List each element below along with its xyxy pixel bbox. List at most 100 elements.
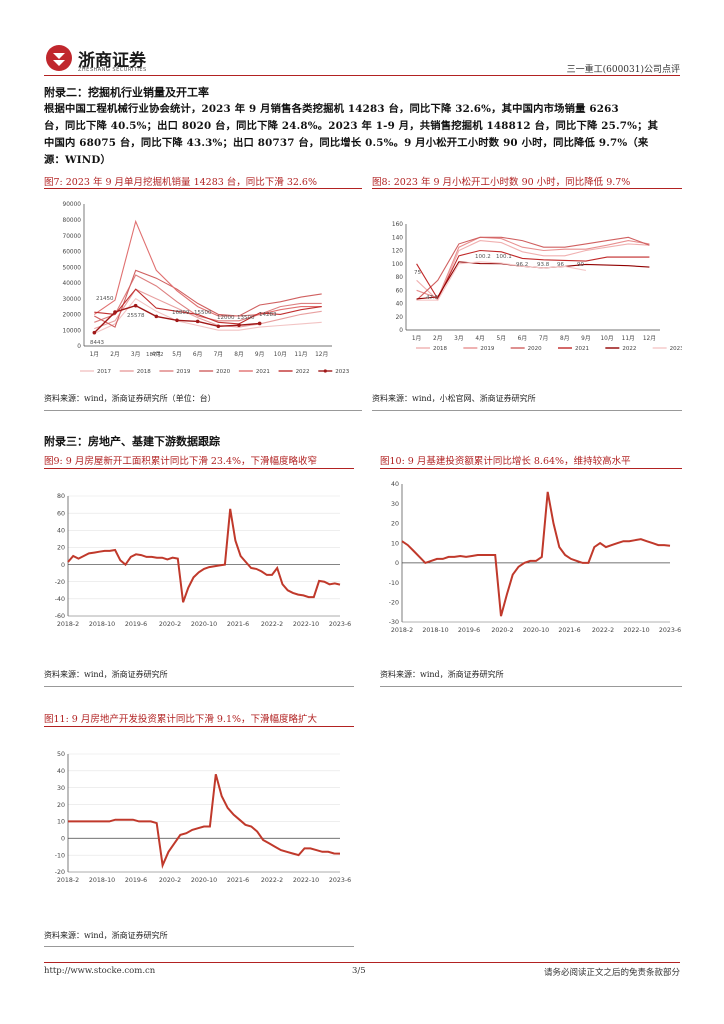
para-line-3: 中国内 68075 台，同比下降 43.3%；出口 80737 台，同比增长 0…	[44, 137, 649, 149]
x-tick-label: 2022-10	[293, 621, 319, 628]
y-tick-label: -10	[55, 852, 65, 859]
fig10-title-rule	[380, 468, 682, 469]
company-ref: 三一重工(600031)公司点评	[566, 65, 680, 75]
y-tick-label: 0	[61, 835, 65, 842]
y-tick-label: 80	[57, 493, 65, 500]
x-tick-label: 8月	[560, 335, 570, 342]
para-line-1: 根据中国工程机械行业协会统计，2023 年 9 月销售各类挖掘机 14283 台…	[44, 103, 619, 115]
legend-label-2021: 2021	[575, 346, 589, 352]
x-tick-label: 10月	[600, 335, 613, 342]
fig9-chart: -60 -40 -20 0 20 40 60 80 2018-2 2018-10 2019-6 202…	[55, 493, 351, 628]
x-tick-label: 8月	[234, 351, 244, 358]
x-tick-label: 2020-10	[191, 877, 217, 884]
x-tick-label: 2018-2	[391, 627, 413, 634]
data-point-2023	[113, 310, 117, 314]
series-line-房地产开发投资累计同比	[68, 773, 341, 869]
y-tick-label: 20	[57, 545, 65, 552]
x-tick-label: 2月	[433, 335, 443, 342]
x-tick-label: 2019-6	[125, 621, 147, 628]
y-tick-label: 160	[392, 222, 403, 228]
y-tick-label: 30	[57, 785, 65, 792]
data-label: 13500	[237, 315, 255, 321]
data-label: 8443	[90, 340, 104, 346]
x-tick-label: 3月	[131, 351, 141, 358]
y-tick-label: 0	[61, 562, 65, 569]
data-label: 100.2	[475, 254, 491, 260]
para-line-4: 源：WIND）	[44, 154, 112, 166]
x-tick-label: 7月	[214, 351, 224, 358]
brand-logo-icon	[46, 45, 72, 71]
fig7-chart: 0 10000 20000 30000 40000 50000 60000 70000 8000…	[63, 202, 350, 375]
x-tick-label: 2018-2	[57, 877, 79, 884]
x-tick-label: 2022-10	[293, 877, 319, 884]
data-label: 12000	[217, 315, 235, 321]
section2-title: 附录二：挖掘机行业销量及开工率	[44, 86, 209, 99]
y-tick-label: 50000	[63, 265, 82, 271]
legend-label-2022: 2022	[296, 369, 310, 375]
x-tick-label: 2023-6	[329, 621, 351, 628]
y-tick-label: 60	[396, 288, 404, 294]
y-tick-label: -20	[389, 599, 399, 606]
data-point-2023	[237, 323, 241, 327]
fig8-title: 图8: 2023 年 9 月小松开工小时数 90 小时，同比降低 9.7%	[372, 177, 631, 188]
data-label: 96	[557, 262, 564, 268]
x-tick-label: 6月	[518, 335, 528, 342]
data-point-2023	[216, 324, 221, 329]
x-tick-label: 2020-2	[159, 621, 181, 628]
y-tick-label: 100	[392, 262, 403, 268]
fig10-source-rule	[380, 686, 682, 687]
x-tick-label: 2022-2	[592, 627, 614, 634]
data-point-2023	[133, 303, 138, 308]
x-tick-label: 5月	[172, 351, 182, 358]
x-tick-label: 2019-6	[458, 627, 480, 634]
y-tick-label: 40	[396, 302, 404, 308]
y-tick-label: 40	[391, 481, 399, 488]
x-tick-label: 2020-2	[491, 627, 513, 634]
y-tick-label: -40	[55, 596, 65, 603]
fig11-title-rule	[44, 726, 354, 727]
x-tick-label: 2月	[110, 351, 120, 358]
data-point-2023	[154, 314, 159, 319]
y-tick-label: 60	[57, 510, 65, 517]
data-label: 16809	[172, 310, 190, 316]
x-tick-label: 2018-2	[57, 621, 79, 628]
y-tick-label: 0	[77, 344, 81, 350]
y-tick-label: 90000	[63, 202, 82, 208]
x-tick-label: 2021-6	[558, 627, 580, 634]
y-tick-label: 40	[57, 768, 65, 775]
data-point-2023	[92, 330, 97, 335]
x-tick-label: 2019-6	[125, 877, 147, 884]
series-line-基建投资额累计同比	[401, 491, 671, 617]
data-label: 96.2	[516, 262, 528, 268]
x-tick-label: 2023-6	[329, 877, 351, 884]
data-point-2023	[257, 321, 262, 326]
x-tick-label: 5月	[497, 335, 507, 342]
x-tick-label: 2018-10	[89, 621, 115, 628]
y-tick-label: -60	[55, 613, 65, 620]
x-tick-label: 12月	[643, 335, 656, 342]
y-tick-label: 10	[57, 819, 65, 826]
fig8-source-rule	[372, 410, 682, 411]
x-tick-label: 7月	[539, 335, 549, 342]
series-line-2022	[94, 288, 322, 325]
x-tick-label: 10月	[274, 351, 287, 358]
header-rule	[44, 75, 680, 76]
x-tick-label: 2020-10	[523, 627, 549, 634]
series-line-2018	[94, 288, 322, 330]
fig9-source-rule	[44, 686, 354, 687]
series-line-2021	[416, 249, 650, 301]
legend-label-2019: 2019	[176, 369, 190, 375]
x-tick-label: 2020-2	[159, 877, 181, 884]
data-point-2023	[175, 318, 179, 323]
legend-label-2020: 2020	[528, 346, 542, 352]
y-tick-label: 40000	[63, 281, 82, 287]
footer-url[interactable]: http://www.stocke.com.cn	[44, 966, 156, 976]
series-line-2020	[416, 236, 650, 301]
y-tick-label: -20	[55, 869, 65, 876]
data-label: 14283	[259, 312, 277, 318]
legend-label-2020: 2020	[216, 369, 230, 375]
x-tick-label: 9月	[255, 351, 265, 358]
fig8-source: 资料来源：wind，小松官网、浙商证券研究所	[372, 394, 536, 403]
para-line-2: 台，同比下降 40.5%；出口 8020 台，同比下降 24.8%。2023 年…	[44, 120, 659, 132]
legend-label-2017: 2017	[97, 369, 111, 375]
